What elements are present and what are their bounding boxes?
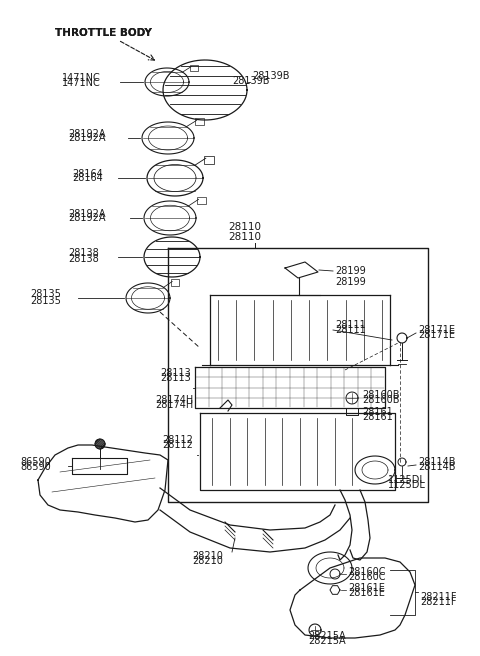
Text: 28135: 28135 [30,296,61,306]
Text: 86590: 86590 [20,457,51,467]
Text: 28138: 28138 [68,254,99,264]
Text: 28139B: 28139B [252,71,289,81]
Text: 28160B: 28160B [362,390,399,400]
Text: THROTTLE BODY: THROTTLE BODY [55,28,152,38]
Text: 28171E: 28171E [418,330,455,340]
Text: 28114B: 28114B [418,457,456,467]
Text: 28113: 28113 [160,368,191,378]
Text: 28160C: 28160C [348,572,385,582]
Text: 28160C: 28160C [348,567,385,577]
Text: 28112: 28112 [162,440,193,450]
Text: 1125DL: 1125DL [388,480,426,490]
Text: 28135: 28135 [30,289,61,299]
Text: 28110: 28110 [228,232,261,242]
Text: 28113: 28113 [160,373,191,383]
Text: 28164: 28164 [72,173,103,183]
Text: 28215A: 28215A [308,631,346,641]
Text: 28211F: 28211F [420,592,456,602]
Text: 28161: 28161 [362,407,393,417]
Text: 28161E: 28161E [348,588,385,598]
Text: 28160B: 28160B [362,395,399,405]
Text: 1125DL: 1125DL [388,475,426,485]
Text: 28161E: 28161E [348,583,385,593]
Text: 28110: 28110 [228,222,261,232]
Text: 28112: 28112 [162,435,193,445]
Text: 28199: 28199 [335,277,366,287]
Text: 28192A: 28192A [68,209,106,219]
Text: 28174H: 28174H [155,395,193,405]
Text: 28114B: 28114B [418,462,456,472]
Text: 28111: 28111 [335,320,366,330]
Text: 28174H: 28174H [155,400,193,410]
Text: 28171E: 28171E [418,325,455,335]
Text: 28139B: 28139B [232,76,269,86]
Text: 28192A: 28192A [68,133,106,143]
Text: 28192A: 28192A [68,129,106,139]
Text: 28211F: 28211F [420,597,456,607]
Text: 28215A: 28215A [308,636,346,646]
Text: 28192A: 28192A [68,213,106,223]
Text: 28161: 28161 [362,412,393,422]
Text: 28138: 28138 [68,248,99,258]
Text: THROTTLE BODY: THROTTLE BODY [55,28,152,38]
Text: 28210: 28210 [192,551,223,561]
Text: 28111: 28111 [335,325,366,335]
Text: 28199: 28199 [335,266,366,276]
Text: 28210: 28210 [192,556,223,566]
Text: 86590: 86590 [20,462,51,472]
Text: 1471NC: 1471NC [62,73,101,83]
Text: 1471NC: 1471NC [62,78,101,88]
Text: 28164: 28164 [72,169,103,179]
